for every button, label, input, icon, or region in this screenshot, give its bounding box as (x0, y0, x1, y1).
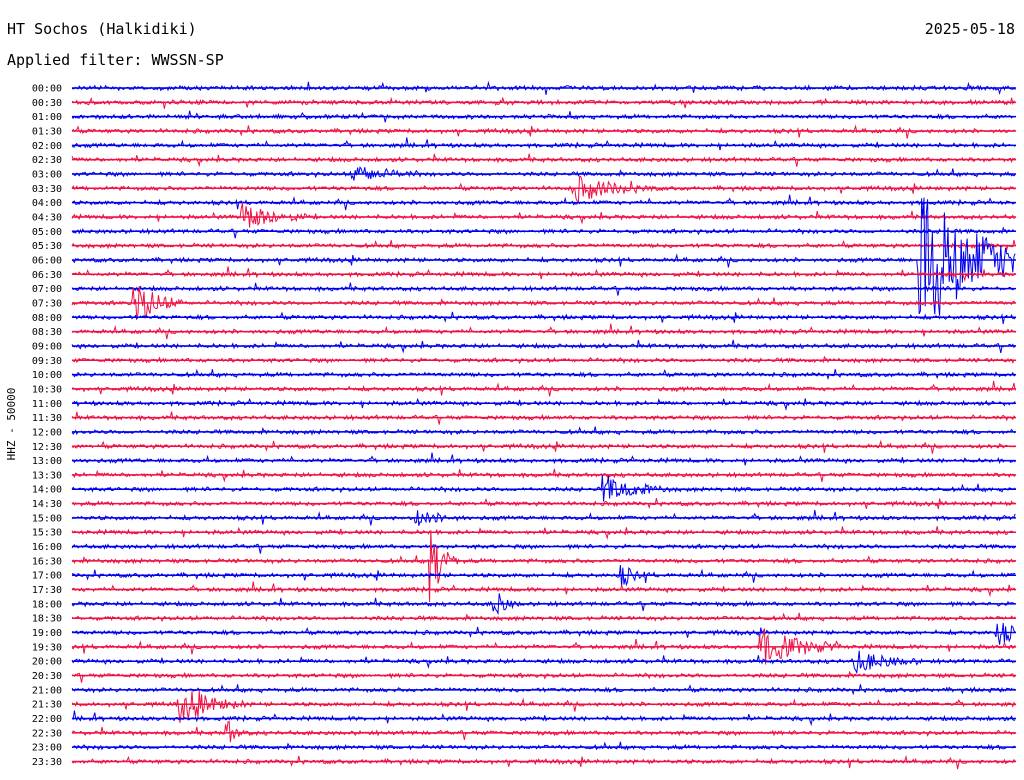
time-labels-group: 00:00 00:30 01:00 01:30 02:00 02:30 03:00 03:30… (32, 84, 62, 769)
row-label-1700: 17:00 (32, 571, 62, 582)
trace-row-2300 (71, 741, 1016, 752)
row-label-0100: 01:00 (32, 112, 62, 123)
row-label-2130: 21:30 (32, 700, 62, 711)
trace-row-0500 (71, 226, 1016, 239)
row-label-1500: 15:00 (32, 513, 62, 524)
row-label-0630: 06:30 (32, 270, 62, 281)
row-label-0830: 08:30 (32, 327, 62, 338)
row-label-2030: 20:30 (32, 671, 62, 682)
row-label-0000: 00:00 (32, 84, 62, 95)
trace-row-1730 (71, 581, 1016, 598)
row-label-1600: 16:00 (32, 542, 62, 553)
row-label-1230: 12:30 (32, 442, 62, 453)
row-label-2230: 22:30 (32, 728, 62, 739)
row-label-2000: 20:00 (32, 657, 62, 668)
row-label-1130: 11:30 (32, 413, 62, 424)
filter-label: Applied filter: WWSSN-SP (7, 51, 224, 69)
trace-row-1230 (71, 439, 1016, 454)
row-label-1200: 12:00 (32, 427, 62, 438)
row-label-1100: 11:00 (32, 399, 62, 410)
row-label-0200: 02:00 (32, 141, 62, 152)
trace-row-1200 (71, 426, 1016, 436)
trace-row-1400 (71, 475, 1016, 502)
trace-row-2030 (71, 670, 1016, 683)
y-axis-label: HHZ - 50000 (5, 388, 18, 461)
row-label-2300: 23:00 (32, 743, 62, 754)
row-label-1630: 16:30 (32, 556, 62, 567)
trace-row-2100 (71, 684, 1016, 696)
trace-row-0200 (71, 137, 1016, 151)
row-label-1430: 14:30 (32, 499, 62, 510)
trace-row-2330 (71, 754, 1016, 770)
row-label-0800: 08:00 (32, 313, 62, 324)
row-label-1730: 17:30 (32, 585, 62, 596)
date-label: 2025-05-18 (924, 20, 1015, 38)
row-label-0400: 04:00 (32, 198, 62, 209)
row-label-0700: 07:00 (32, 284, 62, 295)
station-title: HT Sochos (Halkidiki) (7, 20, 197, 38)
trace-row-1900 (71, 622, 1016, 645)
row-label-0300: 03:00 (32, 169, 62, 180)
trace-row-0430 (71, 202, 1016, 228)
row-label-2100: 21:00 (32, 685, 62, 696)
trace-row-0130 (71, 124, 1016, 139)
row-label-1830: 18:30 (32, 614, 62, 625)
row-label-0900: 09:00 (32, 341, 62, 352)
trace-row-0530 (71, 239, 1016, 252)
row-label-0930: 09:30 (32, 356, 62, 367)
row-label-1900: 19:00 (32, 628, 62, 639)
row-label-1330: 13:30 (32, 470, 62, 481)
trace-row-1600 (71, 542, 1016, 554)
trace-row-1300 (71, 452, 1016, 466)
row-label-0530: 05:30 (32, 241, 62, 252)
row-label-1400: 14:00 (32, 485, 62, 496)
row-label-0130: 01:30 (32, 126, 62, 137)
row-label-2330: 23:30 (32, 757, 62, 768)
row-label-0030: 00:30 (32, 98, 62, 109)
trace-row-0030 (71, 96, 1016, 109)
trace-row-1000 (71, 368, 1016, 381)
row-label-0600: 06:00 (32, 255, 62, 266)
trace-row-0600 (71, 197, 1016, 316)
row-label-1300: 13:00 (32, 456, 62, 467)
row-label-1030: 10:30 (32, 384, 62, 395)
row-label-0730: 07:30 (32, 298, 62, 309)
row-label-1800: 18:00 (32, 599, 62, 610)
trace-row-2230 (71, 721, 1016, 743)
row-label-0500: 05:00 (32, 227, 62, 238)
row-label-1000: 10:00 (32, 370, 62, 381)
trace-row-1130 (71, 411, 1016, 425)
row-label-1930: 19:30 (32, 642, 62, 653)
row-label-2200: 22:00 (32, 714, 62, 725)
row-label-1530: 15:30 (32, 528, 62, 539)
trace-row-0630 (71, 266, 1016, 283)
traces-group (71, 80, 1016, 770)
row-label-0230: 02:30 (32, 155, 62, 166)
trace-row-1830 (71, 612, 1016, 623)
trace-row-2200 (71, 710, 1016, 727)
trace-row-0400 (71, 194, 1016, 211)
row-label-0430: 04:30 (32, 212, 62, 223)
row-label-0330: 03:30 (32, 184, 62, 195)
